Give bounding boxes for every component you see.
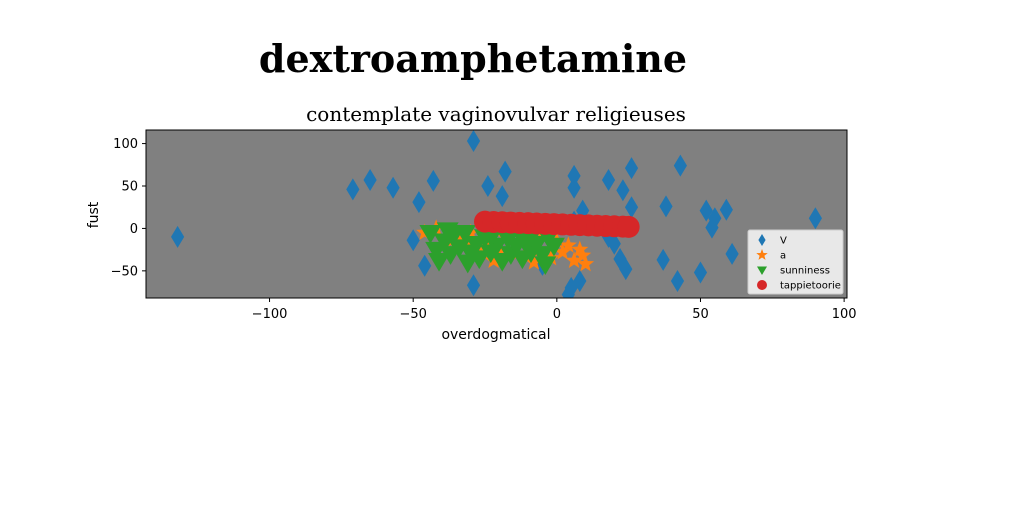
- legend-label-tappietoorie: tappietoorie: [780, 281, 841, 292]
- plot-frame: [145, 129, 848, 299]
- point-V-19: [616, 179, 630, 202]
- point-V-33: [693, 261, 708, 284]
- point-sunniness-27: [456, 254, 479, 274]
- point-sunniness-21: [525, 235, 548, 255]
- point-V-2: [363, 169, 377, 192]
- x-tick-label: 100: [832, 307, 857, 322]
- point-a-8: [485, 251, 503, 268]
- point-tappietoorie-17: [617, 215, 640, 238]
- point-a-18: [571, 240, 589, 257]
- point-V-0: [171, 225, 185, 248]
- y-tick-label: 0: [130, 222, 138, 237]
- x-tick-label: −50: [399, 307, 426, 322]
- y-tick-label: 50: [121, 180, 138, 195]
- point-a-20: [574, 246, 592, 263]
- plot-marks: [171, 130, 822, 298]
- point-V-21: [624, 157, 639, 180]
- point-V-30: [673, 154, 687, 177]
- x-tick-label: 50: [692, 307, 709, 322]
- point-V-7: [418, 254, 432, 277]
- x-axis: −100 −50 0 50 100: [252, 298, 857, 322]
- legend-marker-sunniness: [757, 266, 767, 275]
- point-V-23: [607, 232, 621, 255]
- legend-marker-V: [758, 234, 766, 246]
- point-a-16: [559, 236, 577, 253]
- point-sunniness-0: [419, 224, 442, 244]
- point-sunniness-6: [448, 239, 471, 259]
- x-tick-label: −100: [252, 307, 288, 322]
- series-tappietoorie: [474, 210, 640, 238]
- point-V-20: [624, 196, 639, 219]
- point-V-9: [481, 175, 495, 197]
- series-V: [171, 130, 822, 298]
- y-axis: −50 0 50 100: [111, 137, 146, 279]
- point-sunniness-29: [542, 237, 565, 257]
- point-a-21: [525, 253, 543, 270]
- point-V-37: [719, 198, 733, 221]
- point-V-36: [705, 216, 719, 239]
- point-V-38: [725, 242, 739, 265]
- point-V-11: [495, 185, 509, 208]
- legend: Va sunniness tappietoorie: [747, 229, 844, 295]
- point-sunniness-7: [453, 224, 476, 244]
- legend-label-a: a: [780, 251, 786, 262]
- point-V-28: [561, 283, 575, 298]
- point-sunniness-22: [531, 246, 554, 265]
- x-axis-label: overdogmatical: [441, 327, 550, 343]
- legend-label-sunniness: sunniness: [780, 266, 830, 277]
- point-a-19: [577, 255, 595, 272]
- point-V-5: [426, 169, 440, 192]
- point-V-29: [659, 195, 673, 218]
- point-sunniness-26: [436, 222, 459, 242]
- point-V-10: [498, 160, 512, 183]
- legend-box: [747, 229, 844, 295]
- y-tick-label: −50: [111, 264, 138, 279]
- point-sunniness-24: [534, 256, 557, 276]
- point-V-6: [406, 229, 420, 252]
- point-V-34: [699, 199, 713, 222]
- point-V-39: [808, 207, 822, 230]
- point-V-31: [656, 248, 670, 271]
- point-sunniness-17: [505, 237, 528, 257]
- point-V-12: [466, 274, 481, 297]
- point-V-1: [346, 178, 360, 201]
- point-V-18: [601, 169, 616, 192]
- point-V-32: [670, 270, 685, 293]
- point-V-4: [412, 191, 426, 214]
- point-V-15: [567, 176, 581, 199]
- legend-label-V: V: [780, 236, 787, 247]
- point-a-17: [565, 251, 583, 268]
- point-V-14: [567, 164, 581, 187]
- point-sunniness-13: [485, 237, 508, 257]
- point-V-25: [613, 247, 627, 270]
- point-sunniness-2: [428, 252, 451, 272]
- y-tick-label: 100: [113, 137, 138, 152]
- chart-title: contemplate vaginovulvar religieuses: [306, 102, 686, 126]
- y-axis-label: fust: [86, 201, 102, 228]
- point-V-3: [386, 176, 400, 199]
- point-a-15: [554, 243, 572, 260]
- point-V-8: [466, 130, 481, 153]
- figure-suptitle: dextroamphetamine: [258, 36, 688, 81]
- x-tick-label: 0: [553, 307, 561, 322]
- legend-marker-tappietoorie: [757, 280, 767, 290]
- legend-marker-a: [756, 249, 768, 260]
